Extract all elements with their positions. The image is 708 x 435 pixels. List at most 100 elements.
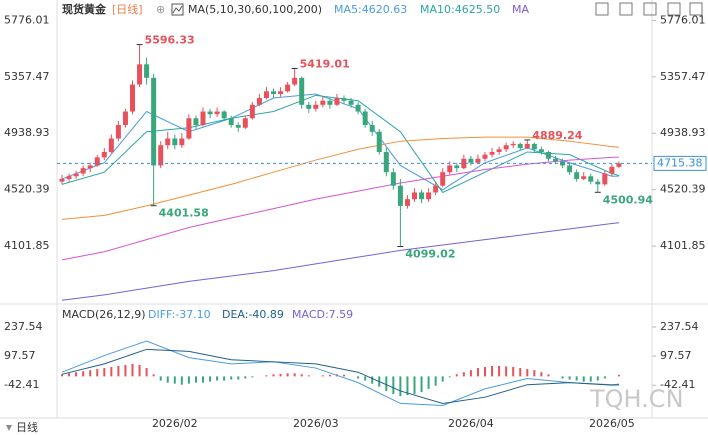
indicator-icon[interactable] (171, 3, 184, 16)
extreme-label: 5419.01 (300, 58, 350, 71)
x-tick-label: 2026/04 (448, 417, 494, 430)
y-tick-label: 97.57 (4, 349, 36, 362)
candle-body (108, 138, 114, 152)
candle-body (433, 185, 439, 193)
macd-bar (364, 376, 367, 381)
macd-bar (512, 367, 515, 377)
candle-body (327, 100, 333, 105)
candle-body (66, 176, 72, 179)
indicator-line (61, 222, 619, 301)
macd-bar (286, 373, 289, 377)
candle-body (80, 168, 86, 174)
macd-bar (603, 376, 606, 379)
macd-bar (519, 368, 522, 377)
candle-body (249, 104, 255, 119)
y-tick-label: 5357.47 (4, 70, 50, 83)
candle-body (221, 111, 227, 119)
candle-body (73, 173, 79, 177)
extreme-label: 4401.58 (159, 207, 209, 220)
candle-body (531, 143, 537, 150)
candle-body (158, 145, 164, 166)
x-tick-label: 2026/02 (152, 417, 198, 430)
macd-bar (385, 376, 388, 391)
candle-body (122, 111, 128, 126)
macd-bar (237, 376, 240, 380)
close-button[interactable] (689, 2, 703, 16)
candle-body (510, 143, 516, 146)
macd-bar (568, 376, 571, 380)
macd-bar (469, 370, 472, 377)
candle-body (553, 158, 558, 162)
macd-bar (596, 376, 599, 381)
macd-bar (540, 372, 543, 377)
candle-body (228, 118, 234, 126)
macd-bar (533, 370, 536, 377)
macd-bar (307, 375, 310, 377)
candle-body (517, 143, 523, 148)
y-tick-label: -42.41 (4, 378, 39, 391)
macd-bar (589, 376, 592, 382)
y-tick-label: 4938.93 (660, 126, 706, 139)
watermark: TQH.CN (589, 385, 684, 413)
y-tick-label: 5776.01 (660, 13, 706, 26)
candle-body (355, 104, 361, 112)
macd-bar (145, 368, 148, 377)
footer-period[interactable]: 日线 (16, 420, 38, 434)
y-tick-label: 4520.39 (660, 183, 706, 196)
candle-body (320, 100, 326, 105)
macd-bar (441, 376, 444, 382)
extreme-label: 5596.33 (145, 34, 195, 47)
macd-bar (505, 366, 508, 377)
candle-body (137, 64, 143, 85)
macd-bar (582, 376, 585, 382)
candle-body (503, 145, 509, 150)
candle-body (130, 84, 135, 112)
candle-body (616, 163, 622, 167)
macd-bar (526, 369, 529, 377)
macd-bar (180, 376, 183, 385)
settings-button[interactable] (595, 2, 609, 16)
fullscreen-button[interactable] (643, 2, 657, 16)
macd-bar (103, 368, 106, 377)
period-dropdown-arrow[interactable] (6, 425, 12, 431)
candle-body (306, 104, 312, 109)
macd-bar (427, 376, 430, 389)
macd-bar (328, 374, 331, 377)
candle-body (489, 151, 495, 155)
macd-bar (138, 364, 141, 377)
ma-legend: MA (512, 3, 529, 16)
macd-bar (187, 376, 190, 384)
macd-bar (272, 374, 275, 377)
macd-bar (96, 369, 99, 377)
candle-body (313, 104, 319, 109)
add-indicator[interactable]: ⊕ (156, 3, 165, 16)
macd-bar (89, 370, 92, 377)
candle-body (334, 98, 340, 105)
y-tick-label: 237.54 (4, 320, 43, 333)
macd-bar (68, 373, 71, 377)
zoom-button[interactable] (667, 2, 681, 16)
macd-bar (448, 376, 451, 378)
candle-body (609, 166, 615, 174)
candle-body (426, 192, 432, 200)
candle-body (59, 178, 65, 182)
candle-body (271, 91, 276, 94)
candle-body (440, 172, 446, 186)
macd-bar (244, 376, 247, 379)
candle-body (461, 158, 467, 169)
macd-bar (110, 367, 113, 377)
ma-legend: MA10:4625.50 (420, 3, 500, 16)
candle-body (285, 84, 291, 92)
macd-bar (476, 368, 479, 377)
layout-button[interactable] (619, 2, 633, 16)
candle-body (412, 192, 417, 200)
extreme-label: 4099.02 (405, 247, 455, 260)
candle-body (278, 91, 284, 94)
indicator-line (61, 136, 619, 220)
macd-bar (279, 373, 282, 377)
period-label[interactable]: [日线] (112, 2, 143, 16)
y-tick-label: 4101.85 (660, 239, 706, 252)
macd-bar (173, 376, 176, 384)
